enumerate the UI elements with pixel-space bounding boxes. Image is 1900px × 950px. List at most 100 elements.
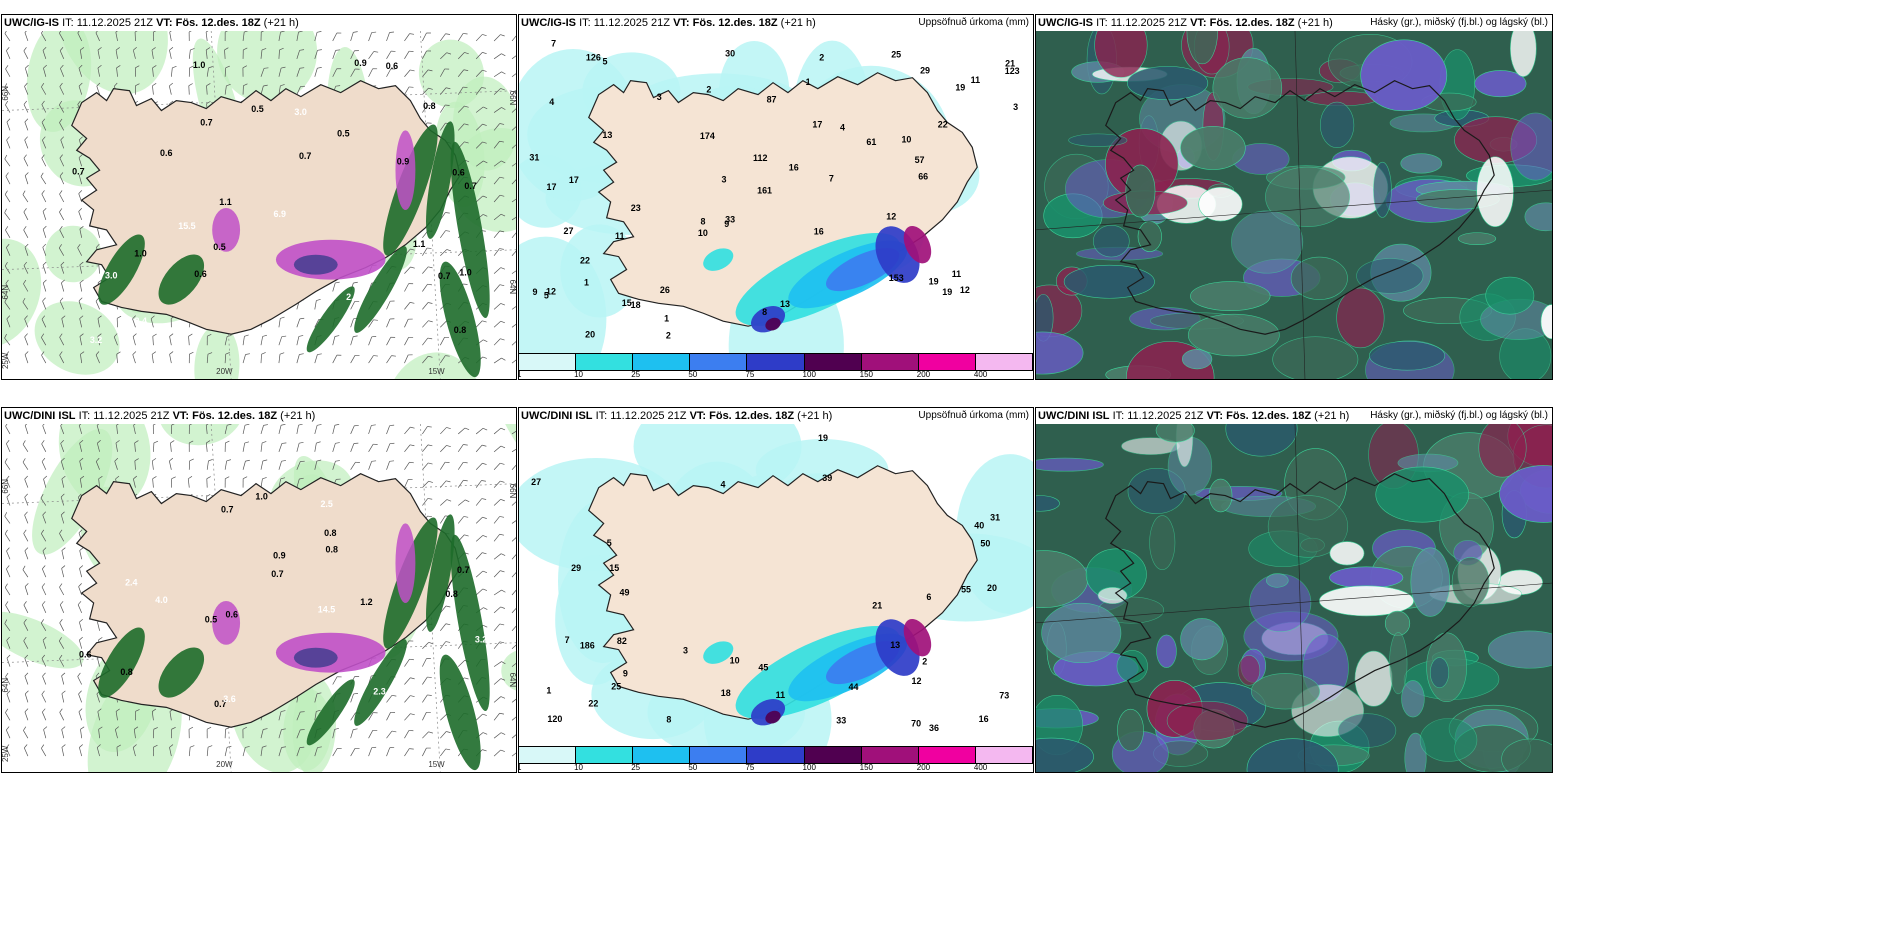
wind-barb	[5, 708, 11, 721]
wind-barb	[206, 352, 213, 364]
wind-barb	[4, 619, 11, 632]
wind-barb	[224, 459, 232, 470]
precip-band	[426, 121, 455, 239]
wind-barb	[78, 297, 83, 310]
wind-barb	[314, 441, 321, 452]
wind-barb	[5, 475, 11, 488]
precip-band	[158, 647, 205, 698]
wind-barb	[152, 476, 157, 488]
wind-barb	[260, 48, 267, 59]
legend-tick-label: 25	[631, 370, 641, 379]
wind-barb	[493, 641, 505, 649]
wind-barb	[475, 713, 487, 721]
wind-barb	[41, 529, 47, 542]
precip-value: 12	[960, 285, 970, 295]
precip-value: 4	[549, 97, 554, 107]
wind-barb	[224, 476, 230, 488]
precip-value: 44	[848, 682, 858, 692]
wind-barb	[79, 618, 83, 631]
wind-barb	[135, 709, 140, 721]
wind-barb	[115, 708, 120, 721]
wind-barb	[41, 100, 47, 113]
wind-barb	[314, 67, 322, 77]
cloud-cell	[1329, 566, 1404, 589]
legend-swatch	[576, 747, 634, 763]
cloud-cell	[1187, 313, 1280, 357]
legend-tick-label: 1	[519, 763, 521, 772]
wind-barb	[422, 498, 433, 506]
wind-barb	[23, 226, 29, 238]
wind-barb	[404, 677, 415, 685]
wind-barb	[404, 50, 414, 60]
wind-band	[32, 428, 113, 555]
wind-barb	[151, 458, 157, 470]
wind-barb	[404, 69, 415, 77]
wind-barb	[511, 570, 516, 578]
precip-value: 126	[586, 52, 601, 62]
precip-value: 19	[818, 433, 828, 443]
wind-barb	[78, 208, 83, 221]
wind-value: 0.6	[160, 148, 172, 158]
wind-barb	[58, 100, 65, 113]
wind-barb	[132, 315, 136, 328]
wind-barb	[404, 336, 414, 346]
wind-barb	[314, 709, 321, 721]
wind-barb	[404, 444, 415, 453]
wind-barb	[511, 177, 516, 185]
wind-barb	[493, 107, 506, 113]
panel-title: Uppsöfnuð úrkoma (mm)	[918, 410, 1029, 421]
wind-barb	[135, 83, 140, 95]
wind-value: 2.4	[125, 578, 137, 588]
wind-barb	[5, 601, 11, 614]
cloud-map-svg	[1036, 31, 1552, 379]
wind-barb	[332, 281, 340, 292]
wind-value: 2.3	[373, 687, 385, 697]
precip-map-svg: 1234567891011121315161819202122252729313…	[519, 424, 1033, 746]
wind-barb	[278, 316, 285, 328]
precip-band	[98, 234, 145, 305]
precip-value: 5	[607, 538, 612, 548]
wind-barb	[24, 547, 29, 560]
wind-barb	[511, 196, 516, 203]
wind-barb	[511, 338, 516, 346]
wind-barb	[24, 118, 29, 131]
wind-barb	[134, 65, 140, 77]
wind-value: 0.7	[457, 565, 469, 575]
precip-value: 10	[730, 655, 740, 665]
wind-barb	[60, 439, 65, 452]
cloud-cell	[1156, 634, 1177, 668]
wind-barb	[152, 333, 157, 346]
wind-barb	[4, 583, 11, 596]
wind-barb	[151, 708, 157, 721]
wind-barb	[404, 283, 414, 292]
wind-barb	[493, 427, 506, 435]
wind-value: 3.2	[90, 335, 102, 345]
axis-label: 66N	[508, 91, 516, 106]
wind-band	[217, 31, 318, 104]
wind-barb	[511, 106, 516, 113]
wind-barb	[24, 64, 29, 77]
wind-value: 0.8	[445, 589, 457, 599]
wind-barb	[41, 654, 47, 667]
wind-barb	[242, 476, 248, 488]
wind-barb	[78, 154, 83, 167]
panel-cloud-igis: UWC/IG-IS IT: 11.12.2025 21Z VT: Fös. 12…	[1035, 14, 1553, 380]
wind-barb	[350, 335, 358, 346]
wind-barb	[170, 424, 176, 434]
wind-barb	[115, 31, 120, 42]
wind-barb	[188, 440, 194, 452]
wind-barb	[278, 477, 286, 488]
wind-barb	[440, 499, 452, 506]
wind-barb	[332, 460, 340, 470]
wind-barb	[188, 83, 193, 95]
wind-barb	[22, 458, 29, 470]
wind-barb	[278, 728, 286, 739]
wind-barb	[96, 424, 101, 435]
cloud-cell	[1036, 331, 1084, 375]
panel-precip-dini: UWC/DINI ISL IT: 11.12.2025 21Z VT: Fös.…	[518, 407, 1034, 773]
wind-barb	[422, 462, 433, 470]
precip-value: 2	[922, 657, 927, 667]
precip-value: 19	[929, 277, 939, 287]
wind-barb	[79, 654, 84, 667]
wind-barb	[457, 33, 468, 42]
